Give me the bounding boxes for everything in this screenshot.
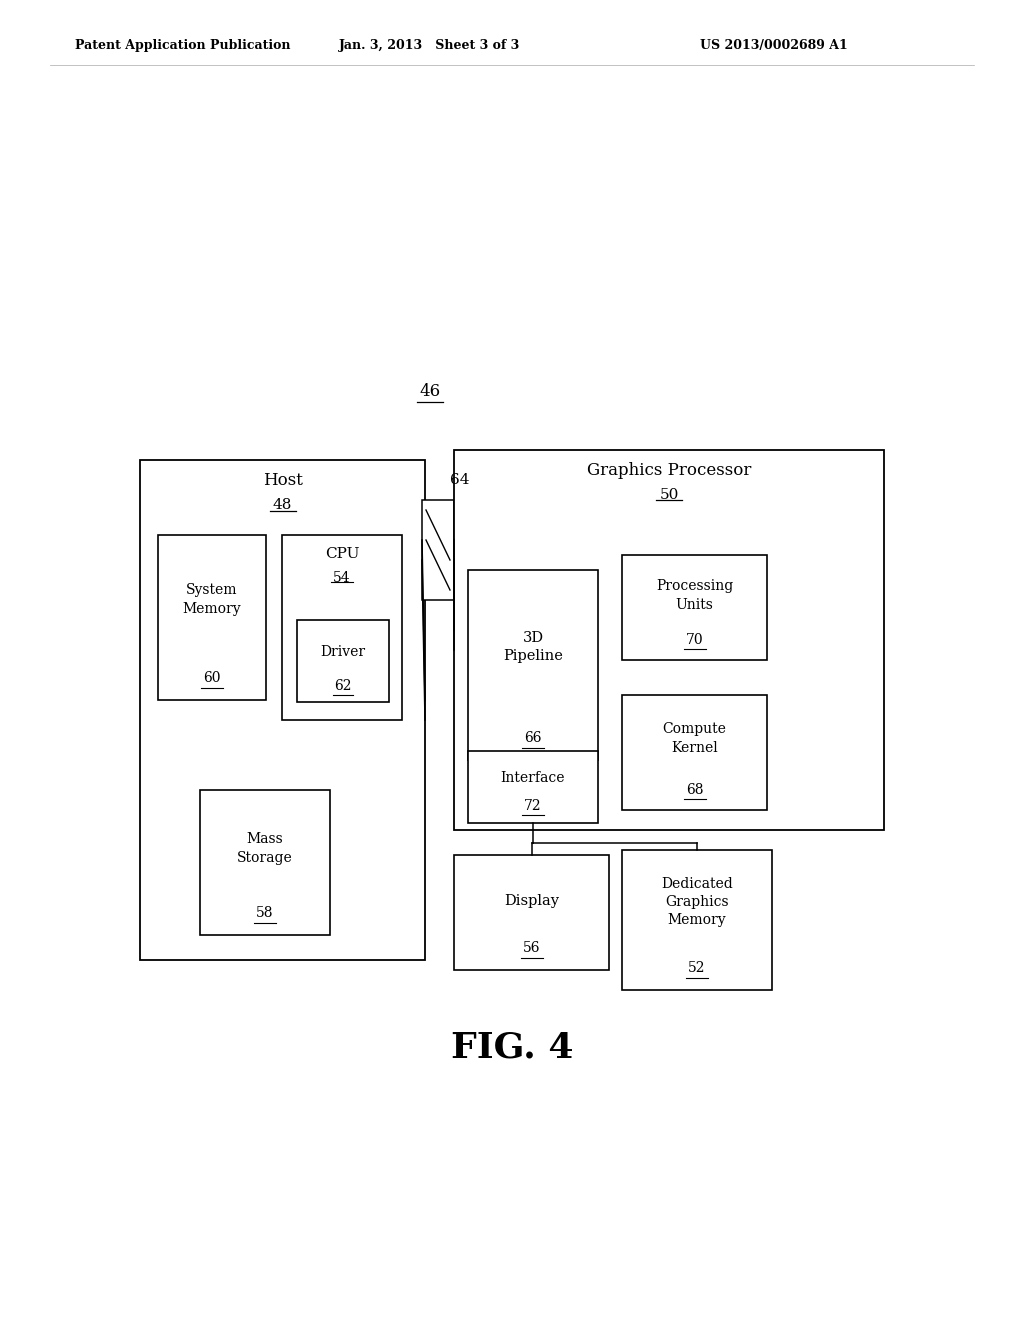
Text: US 2013/0002689 A1: US 2013/0002689 A1 [700, 38, 848, 51]
Text: Graphics Processor: Graphics Processor [587, 462, 752, 479]
Text: CPU: CPU [325, 546, 359, 561]
Text: Patent Application Publication: Patent Application Publication [75, 38, 291, 51]
Bar [622, 554, 767, 660]
Bar [282, 535, 402, 719]
Text: 66: 66 [524, 731, 542, 744]
Bar [158, 535, 266, 700]
Text: 50: 50 [659, 488, 679, 502]
Bar [622, 696, 767, 810]
Text: 58: 58 [256, 906, 273, 920]
Text: 64: 64 [451, 473, 470, 487]
Text: 62: 62 [334, 678, 352, 693]
Text: Compute
Kernel: Compute Kernel [663, 722, 726, 755]
Bar [140, 459, 425, 960]
Bar [297, 620, 389, 702]
Text: System
Memory: System Memory [182, 583, 242, 615]
Bar [468, 570, 598, 760]
Bar [454, 855, 609, 970]
Text: 46: 46 [420, 383, 440, 400]
Text: 56: 56 [522, 941, 541, 954]
Bar [468, 751, 598, 822]
Text: 54: 54 [333, 572, 351, 585]
Text: Display: Display [504, 894, 559, 908]
Text: 70: 70 [686, 634, 703, 647]
Bar [622, 850, 772, 990]
Text: Dedicated
Graphics
Memory: Dedicated Graphics Memory [662, 876, 733, 928]
Text: 72: 72 [524, 799, 542, 813]
Bar [422, 500, 454, 601]
Text: FIG. 4: FIG. 4 [451, 1030, 573, 1064]
Text: 52: 52 [688, 961, 706, 975]
Bar [200, 789, 330, 935]
Bar [454, 450, 884, 830]
Text: Mass
Storage: Mass Storage [238, 833, 293, 865]
Text: Processing
Units: Processing Units [656, 579, 733, 611]
Text: Jan. 3, 2013   Sheet 3 of 3: Jan. 3, 2013 Sheet 3 of 3 [339, 38, 520, 51]
Text: 60: 60 [203, 671, 221, 685]
Text: 3D
Pipeline: 3D Pipeline [503, 631, 563, 663]
Text: Interface: Interface [501, 771, 565, 785]
Text: Driver: Driver [321, 645, 366, 659]
Text: 48: 48 [272, 498, 292, 512]
Text: Host: Host [262, 473, 302, 488]
Text: 68: 68 [686, 783, 703, 797]
